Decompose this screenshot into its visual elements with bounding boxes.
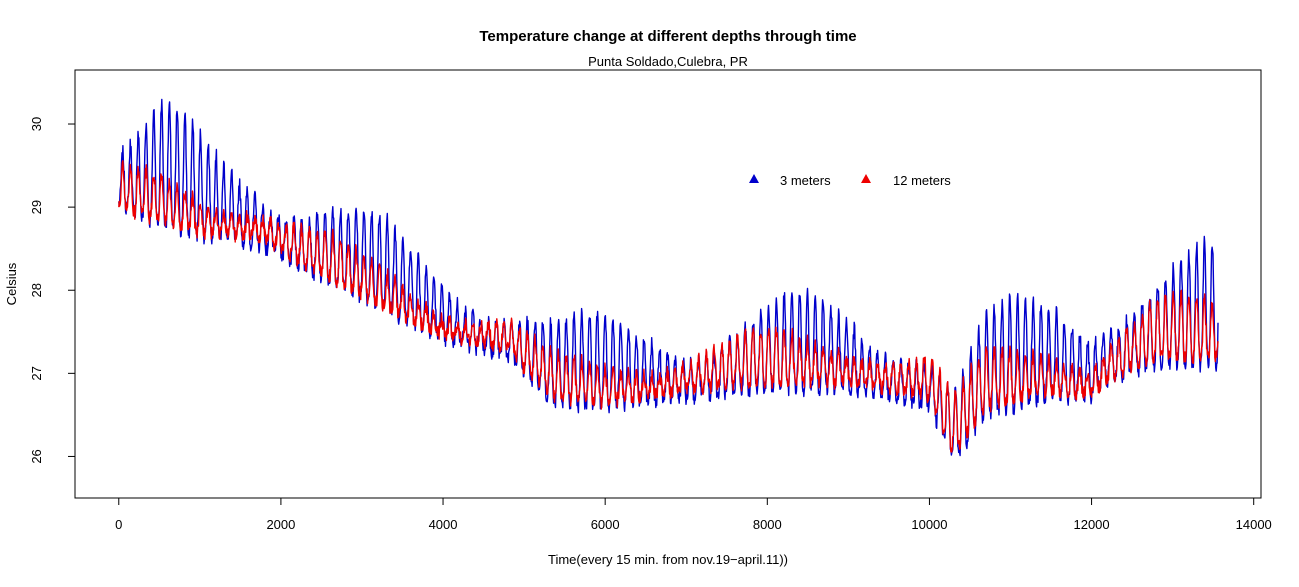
legend-label-3m: 3 meters [780, 173, 831, 188]
x-tick-label: 14000 [1236, 517, 1272, 532]
chart-title: Temperature change at different depths t… [479, 28, 856, 45]
legend-label-12m: 12 meters [893, 173, 951, 188]
legend-marker-12m [861, 174, 871, 183]
y-axis-label: Celsius [4, 262, 19, 305]
x-tick-label: 4000 [429, 517, 458, 532]
y-tick-label: 27 [29, 366, 44, 380]
y-axis: 26 27 28 29 30 [29, 117, 76, 464]
y-tick-label: 26 [29, 449, 44, 463]
series-line-3m [118, 98, 1219, 457]
x-tick-label: 12000 [1073, 517, 1109, 532]
x-axis: 0 2000 4000 6000 8000 10000 12000 14000 [115, 497, 1272, 532]
x-tick-label: 2000 [266, 517, 295, 532]
y-tick-label: 28 [29, 283, 44, 297]
chart-subtitle: Punta Soldado,Culebra, PR [588, 54, 748, 69]
x-tick-label: 0 [115, 517, 122, 532]
plot-frame [74, 69, 1262, 499]
x-tick-label: 6000 [591, 517, 620, 532]
x-axis-label: Time(every 15 min. from nov.19−april.11)… [548, 552, 788, 567]
y-tick-label: 30 [29, 117, 44, 131]
legend-marker-3m [749, 174, 759, 183]
x-tick-label: 10000 [911, 517, 947, 532]
legend: 3 meters 12 meters [749, 173, 951, 188]
series-line-12m [118, 160, 1219, 453]
series-layer [118, 98, 1219, 457]
x-tick-label: 8000 [753, 517, 782, 532]
y-tick-label: 29 [29, 200, 44, 214]
